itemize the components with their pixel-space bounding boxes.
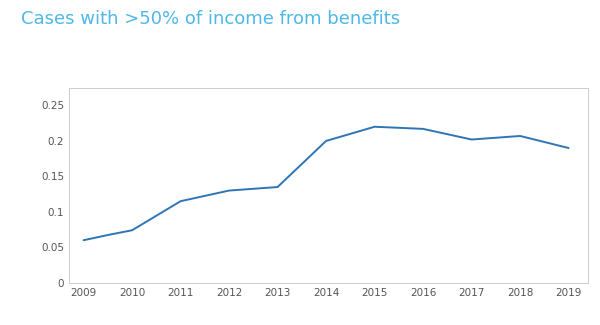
Text: Cases with >50% of income from benefits: Cases with >50% of income from benefits <box>21 10 400 28</box>
